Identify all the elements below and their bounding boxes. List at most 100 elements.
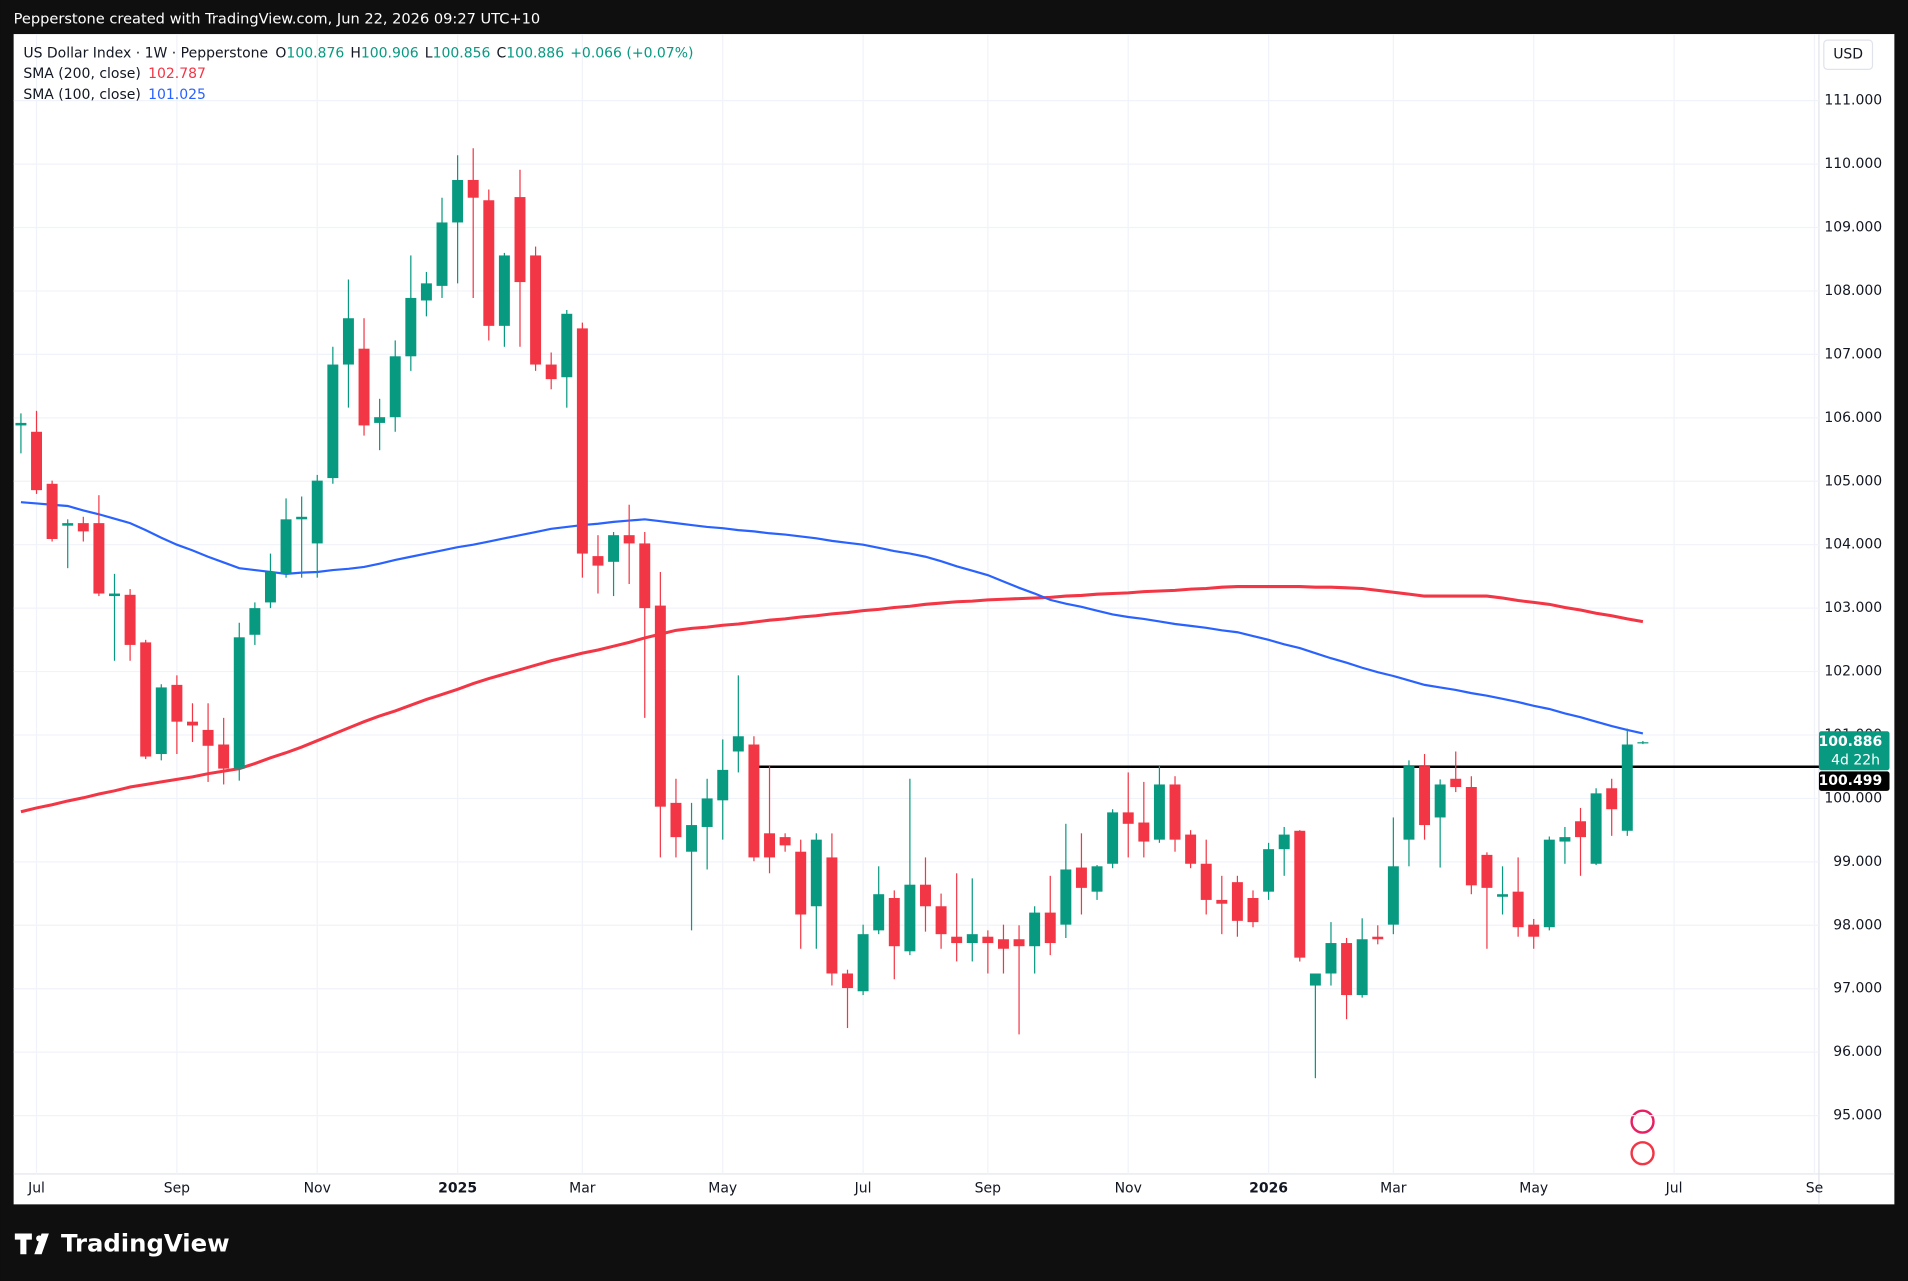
candle-body	[498, 255, 510, 326]
x-tick-label: May	[708, 1181, 737, 1197]
candle-body	[1247, 898, 1259, 923]
candle-body	[1434, 784, 1446, 818]
candle-body	[62, 523, 74, 526]
candle-body	[530, 255, 542, 365]
y-tick-label: 102.000	[1824, 664, 1882, 680]
ohlc-label: C	[497, 46, 507, 62]
candle-body	[311, 480, 323, 544]
y-tick-label: 109.000	[1824, 220, 1882, 236]
candle-body	[1403, 766, 1415, 840]
candle-body	[1450, 778, 1462, 788]
y-tick-label: 99.000	[1833, 854, 1882, 870]
symbol-title: US Dollar Index · 1W · Pepperstone	[23, 46, 268, 62]
candle-body	[1263, 849, 1275, 892]
legend-item: SMA (100, close) 101.025	[23, 87, 206, 103]
candle-body	[842, 973, 853, 989]
candle-body	[561, 313, 573, 378]
candle-body	[514, 197, 526, 283]
candle-body	[608, 535, 620, 562]
candle-body	[264, 571, 276, 603]
candle-body	[1185, 834, 1197, 864]
candle-body	[623, 535, 635, 544]
y-tick-label: 97.000	[1833, 981, 1882, 997]
currency-button[interactable]	[1823, 39, 1874, 70]
candle-body	[1138, 822, 1150, 842]
y-tick-label: 107.000	[1824, 346, 1882, 362]
candle-body	[1356, 939, 1368, 996]
legend-name: SMA (200, close)	[23, 66, 140, 82]
candle-body	[405, 297, 417, 357]
level-badge	[1818, 771, 1890, 791]
candle-body	[1325, 943, 1337, 974]
candle-body	[187, 721, 198, 726]
candle-body	[93, 523, 105, 594]
candle-body	[77, 523, 89, 532]
candle-body	[249, 608, 261, 635]
candle-body	[218, 744, 230, 769]
candle-body	[686, 825, 698, 852]
candle-body	[124, 594, 136, 645]
candle-body	[1465, 787, 1477, 886]
currency[interactable]: USD	[1833, 47, 1863, 63]
candle-body	[1497, 894, 1509, 897]
candle-body	[717, 769, 729, 801]
candle-body	[1341, 943, 1353, 996]
candle-body	[935, 906, 947, 935]
y-tick-label: 96.000	[1833, 1044, 1882, 1060]
candle-body	[1231, 882, 1243, 921]
candle-body	[764, 833, 776, 858]
candle-body	[233, 637, 245, 769]
candle-body	[1387, 866, 1399, 925]
candle-body	[342, 318, 354, 365]
candle-body	[966, 934, 978, 944]
candle-body	[1481, 854, 1493, 888]
y-tick-label: 105.000	[1824, 473, 1882, 489]
legend-item: SMA (200, close) 102.787	[23, 66, 206, 82]
candle-body	[904, 884, 916, 952]
candle-body	[155, 687, 167, 755]
candle-body	[592, 556, 604, 566]
candle-body	[1543, 839, 1555, 928]
ohlc-value: 100.906	[361, 46, 419, 62]
logo-text: TradingView	[61, 1229, 230, 1258]
candle-body	[1294, 830, 1306, 958]
candle-body	[639, 543, 651, 609]
candle-body	[467, 179, 479, 198]
candle-body	[1169, 784, 1181, 840]
y-tick-label: 106.000	[1824, 410, 1882, 426]
candle-body	[140, 642, 152, 757]
candle-body	[810, 839, 822, 907]
candle-body	[1153, 784, 1165, 840]
candle-body	[358, 348, 370, 426]
x-tick-label: Mar	[1380, 1181, 1407, 1197]
level-badge-value: 100.499	[1819, 773, 1883, 789]
event-icon	[1630, 1109, 1655, 1134]
y-tick-label: 95.000	[1833, 1108, 1882, 1124]
candle-body	[826, 857, 838, 974]
candle-body	[1512, 891, 1524, 928]
candle-body	[31, 431, 42, 491]
candle-body	[296, 516, 308, 520]
candle-body	[1621, 744, 1633, 831]
candle-body	[420, 283, 432, 301]
candle-body	[1309, 973, 1321, 986]
y-tick-label: 110.000	[1824, 156, 1882, 172]
sma-line	[20, 585, 1644, 814]
x-tick-label: May	[1519, 1181, 1548, 1197]
candle-body	[1075, 867, 1087, 888]
change: +0.066 (+0.07%)	[570, 46, 693, 62]
ohlc-label: L	[425, 46, 433, 62]
candle-body	[1060, 869, 1072, 925]
ohlc-label: H	[350, 46, 361, 62]
candle-body	[374, 417, 386, 423]
logo: TradingView	[14, 1229, 230, 1258]
candle-body	[1216, 899, 1228, 904]
x-tick-label: Nov	[1115, 1181, 1142, 1197]
candle-body	[280, 519, 292, 574]
candle-body	[888, 898, 900, 947]
candle-body	[1590, 793, 1602, 864]
candle-body	[982, 936, 994, 944]
candle-body	[202, 729, 214, 746]
